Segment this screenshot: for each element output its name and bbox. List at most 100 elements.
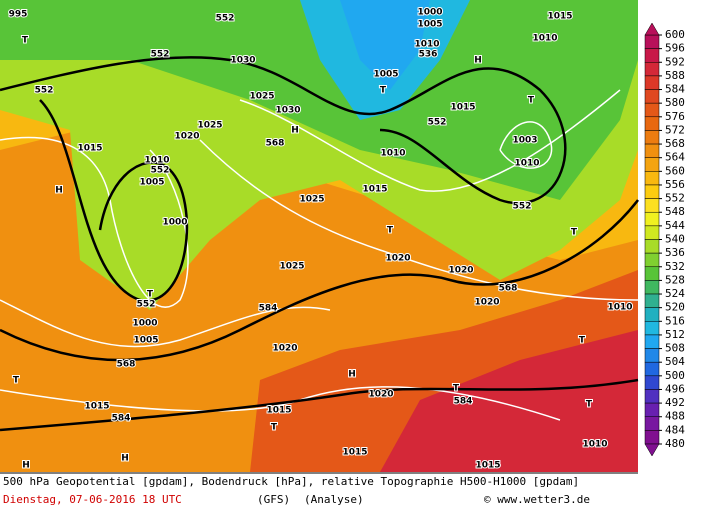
colorbar-label: 576 <box>665 110 685 123</box>
colorbar-label: 532 <box>665 260 685 273</box>
map-label: T <box>271 423 278 433</box>
colorbar-label: 596 <box>665 42 685 55</box>
map-label: T <box>453 384 460 394</box>
colorbar-band <box>644 130 660 145</box>
footer-background <box>0 472 638 513</box>
map-label: 568 <box>499 284 518 294</box>
colorbar-label: 488 <box>665 410 685 423</box>
map-labels: 995T55210001005101053610151010H552103055… <box>8 7 634 472</box>
colorbar-label: 544 <box>665 219 685 232</box>
map-label: 552 <box>151 166 170 176</box>
map-label: 1015 <box>547 12 572 22</box>
map-label: H <box>22 461 30 471</box>
map-label: 568 <box>117 360 136 370</box>
colorbar-band <box>644 321 660 336</box>
map-label: H <box>55 186 63 196</box>
colorbar-band <box>644 239 660 254</box>
footer-credit: © www.wetter3.de <box>484 493 590 506</box>
map-label: 1025 <box>197 121 222 131</box>
colorbar-band <box>644 266 660 281</box>
colorbar-band <box>644 307 660 322</box>
map-label: 1010 <box>514 159 539 169</box>
colorbar-band <box>644 102 660 118</box>
colorbar-band <box>644 198 660 213</box>
map-label: 584 <box>112 414 131 424</box>
colorbar-band <box>644 184 660 199</box>
map-label: 536 <box>419 50 438 60</box>
map: 995T55210001005101053610151010H552103055… <box>0 0 639 472</box>
colorbar-label: 512 <box>665 328 685 341</box>
colorbar-band <box>644 416 660 431</box>
colorbar-label: 568 <box>665 137 685 150</box>
dark-green-area <box>0 0 638 200</box>
colorbar-label: 560 <box>665 164 685 177</box>
map-label: H <box>474 56 482 66</box>
map-label: 995 <box>9 10 28 20</box>
colorbar-label: 520 <box>665 301 685 314</box>
map-label: 1025 <box>299 195 324 205</box>
colorbar-band <box>644 225 660 240</box>
map-label: 1015 <box>342 448 367 458</box>
map-label: 1015 <box>450 103 475 113</box>
map-label: T <box>13 376 20 386</box>
map-label: T <box>147 290 154 300</box>
map-label: H <box>121 454 129 464</box>
map-label: 1020 <box>474 298 499 308</box>
map-label: 1010 <box>532 34 557 44</box>
colorbar-band <box>644 62 660 77</box>
colorbar-label: 580 <box>665 96 685 109</box>
map-label: 552 <box>151 50 170 60</box>
map-label: 552 <box>137 300 156 310</box>
colorbar-band <box>644 171 660 186</box>
map-label: 1000 <box>132 319 157 329</box>
colorbar-label: 588 <box>665 69 685 82</box>
colorbar-band <box>644 375 660 390</box>
map-label: 1005 <box>373 70 398 80</box>
map-label: 1015 <box>84 402 109 412</box>
map-label: 1010 <box>144 156 169 166</box>
map-label: 1010 <box>607 303 632 313</box>
colorbar-label: 556 <box>665 178 685 191</box>
colorbar-band <box>644 143 660 158</box>
colorbar-label: 492 <box>665 396 685 409</box>
colorbar-band <box>644 334 660 349</box>
map-label: 1005 <box>139 178 164 188</box>
map-label: 1020 <box>174 132 199 142</box>
colorbar-label: 528 <box>665 273 685 286</box>
map-label: 1005 <box>417 20 442 30</box>
map-label: 1000 <box>162 218 187 228</box>
colorbar-band <box>644 48 660 63</box>
footer-date: Dienstag, 07-06-2016 18 UTC <box>3 493 182 506</box>
map-label: 1020 <box>448 266 473 276</box>
colorbar-band <box>644 34 660 49</box>
colorbar-label: 484 <box>665 423 685 436</box>
map-label: 1030 <box>275 106 300 116</box>
map-label: 552 <box>513 202 532 212</box>
map-label: T <box>380 86 387 96</box>
colorbar: 6005965925885845805765725685645605565525… <box>644 22 685 457</box>
colorbar-band <box>644 348 660 363</box>
map-label: 1015 <box>475 461 500 471</box>
colorbar-label: 540 <box>665 233 685 246</box>
map-label: 1020 <box>272 344 297 354</box>
colorbar-label: 564 <box>665 151 685 164</box>
map-label: 1010 <box>582 440 607 450</box>
colorbar-band <box>644 157 660 172</box>
map-label: T <box>528 96 535 106</box>
map-label: 1010 <box>380 149 405 159</box>
map-label: 1000 <box>417 8 442 18</box>
map-label: 552 <box>35 86 54 96</box>
colorbar-band <box>644 89 660 104</box>
map-label: 1015 <box>77 144 102 154</box>
colorbar-label: 524 <box>665 287 685 300</box>
map-label: 568 <box>266 139 285 149</box>
map-label: 1020 <box>368 390 393 400</box>
map-label: 552 <box>428 118 447 128</box>
map-label: 1025 <box>249 92 274 102</box>
colorbar-band <box>644 252 660 268</box>
colorbar-band <box>644 430 660 445</box>
colorbar-label: 480 <box>665 437 685 450</box>
map-label: T <box>571 228 578 238</box>
map-label: 1030 <box>230 56 255 66</box>
